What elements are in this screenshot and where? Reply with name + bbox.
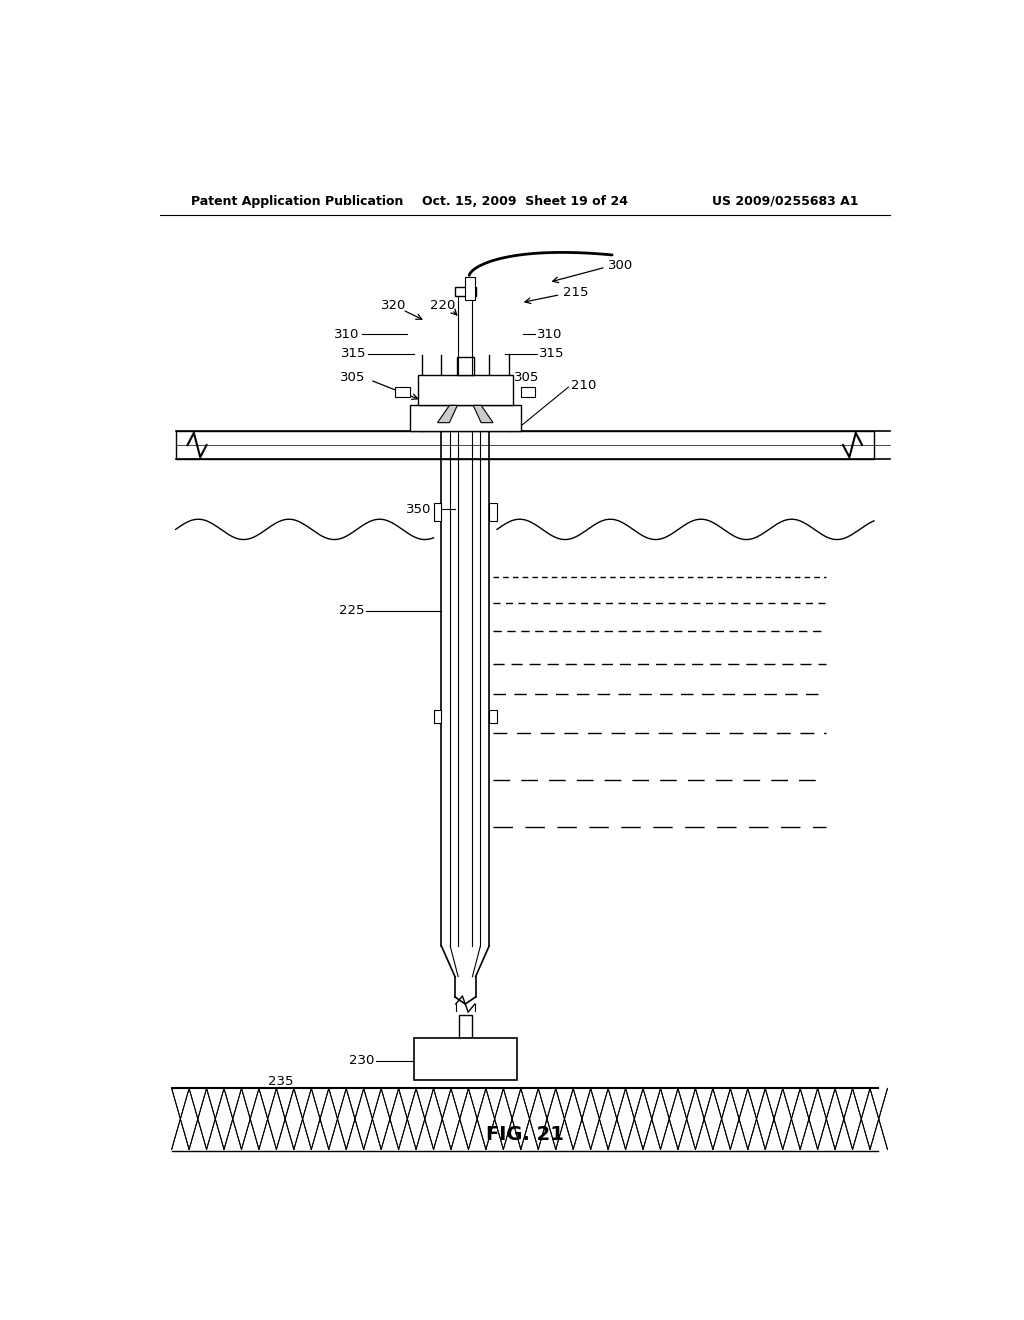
Text: 310: 310 xyxy=(335,327,359,341)
Text: Patent Application Publication: Patent Application Publication xyxy=(191,194,403,207)
Text: 215: 215 xyxy=(563,286,589,300)
Bar xyxy=(176,430,873,459)
Text: 305: 305 xyxy=(340,371,366,384)
Bar xyxy=(410,405,521,430)
Bar xyxy=(459,1015,472,1038)
Bar xyxy=(418,375,513,405)
Bar xyxy=(414,1038,517,1080)
Bar xyxy=(489,710,497,722)
Bar xyxy=(465,277,475,300)
Polygon shape xyxy=(437,405,458,422)
Text: 210: 210 xyxy=(570,379,596,392)
Text: US 2009/0255683 A1: US 2009/0255683 A1 xyxy=(712,194,858,207)
Text: 230: 230 xyxy=(348,1055,374,1068)
Text: 310: 310 xyxy=(537,327,562,341)
Bar xyxy=(521,387,536,397)
Polygon shape xyxy=(473,405,494,422)
Bar xyxy=(395,387,410,397)
Text: Oct. 15, 2009  Sheet 19 of 24: Oct. 15, 2009 Sheet 19 of 24 xyxy=(422,194,628,207)
Text: 225: 225 xyxy=(339,605,365,618)
Bar xyxy=(457,356,474,375)
Bar xyxy=(172,1089,878,1155)
Text: FIG. 21: FIG. 21 xyxy=(485,1125,564,1143)
Text: 320: 320 xyxy=(381,300,407,313)
Text: 300: 300 xyxy=(608,259,634,272)
Bar xyxy=(430,408,501,428)
Text: 220: 220 xyxy=(430,300,456,313)
Bar xyxy=(433,710,441,722)
Text: 315: 315 xyxy=(341,347,367,360)
Bar xyxy=(489,503,497,521)
Bar xyxy=(433,503,441,521)
Text: 235: 235 xyxy=(267,1074,293,1088)
Bar xyxy=(455,288,475,296)
Text: 305: 305 xyxy=(514,371,540,384)
Text: 315: 315 xyxy=(539,347,564,360)
Text: 350: 350 xyxy=(406,503,431,516)
